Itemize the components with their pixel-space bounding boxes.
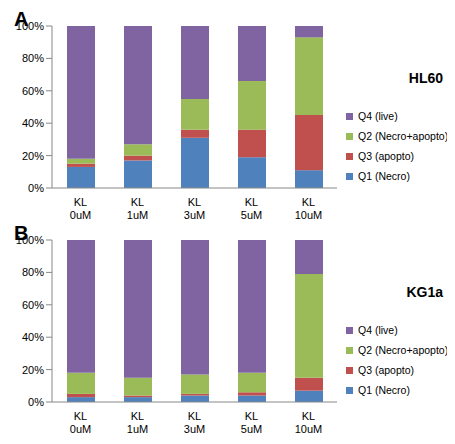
svg-text:KL5uM: KL5uM — [241, 410, 262, 435]
svg-text:KL3uM: KL3uM — [184, 196, 205, 221]
svg-text:KL10uM: KL10uM — [295, 196, 323, 221]
svg-text:KL10uM: KL10uM — [295, 410, 323, 435]
svg-text:100%: 100% — [16, 234, 44, 246]
svg-text:20%: 20% — [22, 364, 44, 376]
svg-text:60%: 60% — [22, 299, 44, 311]
svg-text:KL1uM: KL1uM — [127, 410, 148, 435]
svg-text:40%: 40% — [22, 117, 44, 129]
svg-text:0%: 0% — [28, 396, 44, 408]
svg-text:80%: 80% — [22, 52, 44, 64]
svg-text:KL0uM: KL0uM — [70, 410, 91, 435]
svg-text:100%: 100% — [16, 20, 44, 32]
svg-text:60%: 60% — [22, 85, 44, 97]
svg-text:KL1uM: KL1uM — [127, 196, 148, 221]
svg-text:80%: 80% — [22, 266, 44, 278]
svg-text:20%: 20% — [22, 150, 44, 162]
svg-text:KL5uM: KL5uM — [241, 196, 262, 221]
svg-text:KL3uM: KL3uM — [184, 410, 205, 435]
svg-text:KL0uM: KL0uM — [70, 196, 91, 221]
svg-text:40%: 40% — [22, 331, 44, 343]
svg-text:0%: 0% — [28, 182, 44, 194]
